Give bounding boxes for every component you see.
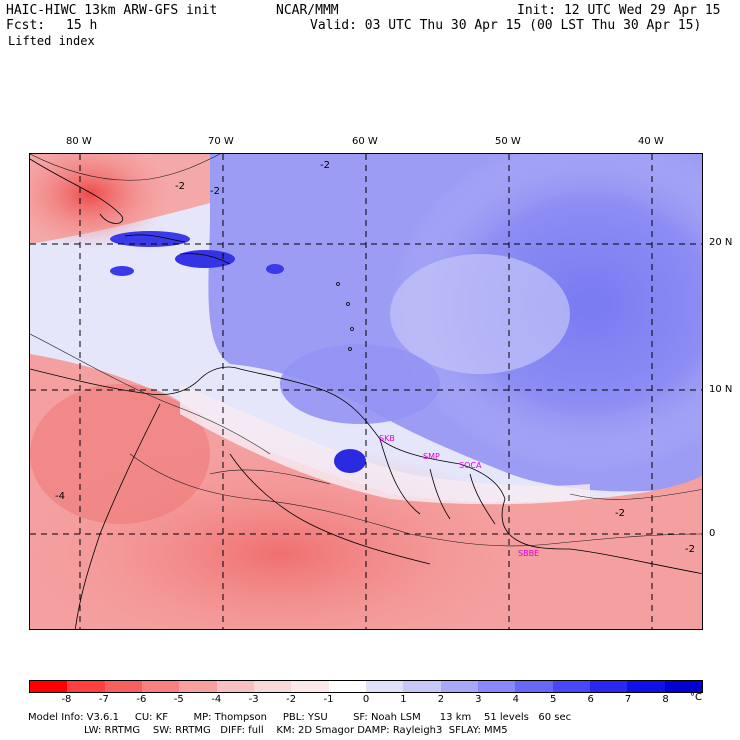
model-title: HAIC-HIWC 13km ARW-GFS init xyxy=(6,3,218,18)
coast-south-america xyxy=(30,366,506,500)
unstable-west xyxy=(30,384,210,524)
colorbar-swatch xyxy=(179,681,217,692)
contour-6 xyxy=(569,489,702,500)
island-dot-4 xyxy=(348,347,352,351)
blue-spot-4 xyxy=(266,264,284,274)
unstable-northwest xyxy=(30,154,170,249)
colorbar-swatch xyxy=(477,681,516,692)
colorbar xyxy=(29,680,703,693)
blue-spot-2 xyxy=(175,250,235,268)
colorbar-swatch xyxy=(30,681,68,692)
coast-hispaniola xyxy=(179,253,231,265)
colorbar-tick-label: 1 xyxy=(400,694,407,705)
blue-spot-5 xyxy=(334,449,366,473)
contour-3 xyxy=(409,533,702,547)
coast-cuba-east xyxy=(124,234,186,243)
forecast-label: Fcst: xyxy=(6,18,46,33)
org-label: NCAR/MMM xyxy=(276,3,339,18)
colorbar-swatch xyxy=(216,681,254,692)
border-guiana xyxy=(469,473,496,525)
lat-lon-grid xyxy=(30,154,702,629)
contour-label-2: -2 xyxy=(210,186,220,197)
coast-brazil xyxy=(501,498,571,550)
station-sbbe: SBBE xyxy=(518,549,540,558)
border-suriname xyxy=(429,468,451,520)
field-name: Lifted index xyxy=(8,34,95,48)
coast-brazil-east xyxy=(569,548,702,575)
lon-label-70w: 70 W xyxy=(208,136,234,147)
lat-label-20n: 20 N xyxy=(709,237,733,248)
colorbar-tick-label: 3 xyxy=(475,694,482,705)
contour-1 xyxy=(30,333,271,455)
valid-time: Valid: 03 UTC Thu 30 Apr 15 (00 LST Thu … xyxy=(310,18,702,33)
init-time: Init: 12 UTC Wed 29 Apr 15 xyxy=(517,3,721,18)
blue-band xyxy=(280,344,440,424)
colorbar-swatch xyxy=(403,681,441,692)
map-canvas: -2 -2 -2 -2 -4 -2 xyxy=(30,154,702,629)
colorbar-tick-label: 5 xyxy=(550,694,557,705)
colorbar-tick-label: -3 xyxy=(248,694,259,705)
colorbar-tick-label: 4 xyxy=(512,694,519,705)
island-dot-1 xyxy=(336,282,340,286)
transition-strip xyxy=(180,384,590,505)
model-info-line2: LW: RRTMG SW: RRTMG DIFF: full KM: 2D Sm… xyxy=(84,725,508,736)
island-dot-3 xyxy=(350,327,354,331)
contour-label-5: -4 xyxy=(55,491,65,502)
lon-label-40w: 40 W xyxy=(638,136,664,147)
colorbar-swatch xyxy=(664,681,702,692)
station-skb: SKB xyxy=(379,434,395,443)
lon-label-80w: 80 W xyxy=(66,136,92,147)
border-guyana xyxy=(379,438,421,515)
contour-label-4: -2 xyxy=(615,508,625,519)
island-dot-2 xyxy=(346,302,350,306)
colorbar-swatch xyxy=(627,681,665,692)
colorbar-tick-label: -7 xyxy=(98,694,109,705)
blue-spot-1 xyxy=(110,231,190,247)
colorbar-tick-label: 7 xyxy=(624,694,632,705)
colorbar-swatch xyxy=(253,681,292,692)
contour-labels: -2 -2 -2 -2 -4 -2 xyxy=(55,160,695,555)
station-soca: SOCA xyxy=(459,461,482,470)
colorbar-swatch xyxy=(515,681,553,692)
colorbar-swatch xyxy=(589,681,628,692)
colorbar-tick-label: -2 xyxy=(286,694,297,705)
contour-label-6: -2 xyxy=(685,544,695,555)
colorbar-tick-label: 8 xyxy=(662,694,669,705)
colorbar-tick-label: -6 xyxy=(136,694,147,705)
lat-label-10n: 10 N xyxy=(709,384,733,395)
contour-5 xyxy=(209,469,331,485)
colorbar-swatch xyxy=(552,681,590,692)
colorbar-tick-label: 2 xyxy=(437,694,445,705)
contour-label-1: -2 xyxy=(175,181,185,192)
model-info-line1: Model Info: V3.6.1 CU: KF MP: Thompson P… xyxy=(28,712,572,723)
station-smp: SMP xyxy=(423,452,440,461)
colorbar-unit: °C xyxy=(690,692,702,703)
colorbar-tick-label: -5 xyxy=(173,694,184,705)
colorbar-swatch xyxy=(291,681,329,692)
colorbar-swatch xyxy=(141,681,180,692)
lon-label-50w: 50 W xyxy=(495,136,521,147)
colorbar-tick-label: 6 xyxy=(587,694,594,705)
contour-label-3: -2 xyxy=(320,160,330,171)
swirl-feature xyxy=(390,254,570,374)
colorbar-swatch xyxy=(104,681,142,692)
colorbar-tick-label: 0 xyxy=(362,694,370,705)
colorbar-tick-label: -4 xyxy=(211,694,222,705)
colorbar-swatch xyxy=(440,681,478,692)
coast-cuba xyxy=(30,158,123,224)
border-interior xyxy=(229,453,431,565)
colorbar-tick-label: -8 xyxy=(61,694,72,705)
colorbar-tick-label: -1 xyxy=(323,694,334,705)
lon-label-60w: 60 W xyxy=(352,136,378,147)
blue-spot-3 xyxy=(110,266,134,276)
lifted-index-map: -2 -2 -2 -2 -4 -2 SKB SMP SOCA SBBE xyxy=(29,153,703,630)
colorbar-swatch xyxy=(67,681,105,692)
colorbar-swatch xyxy=(328,681,366,692)
lat-label-0: 0 xyxy=(709,528,716,539)
forecast-hour: 15 h xyxy=(66,18,98,33)
colorbar-swatch xyxy=(365,681,404,692)
contour-4 xyxy=(30,154,221,181)
